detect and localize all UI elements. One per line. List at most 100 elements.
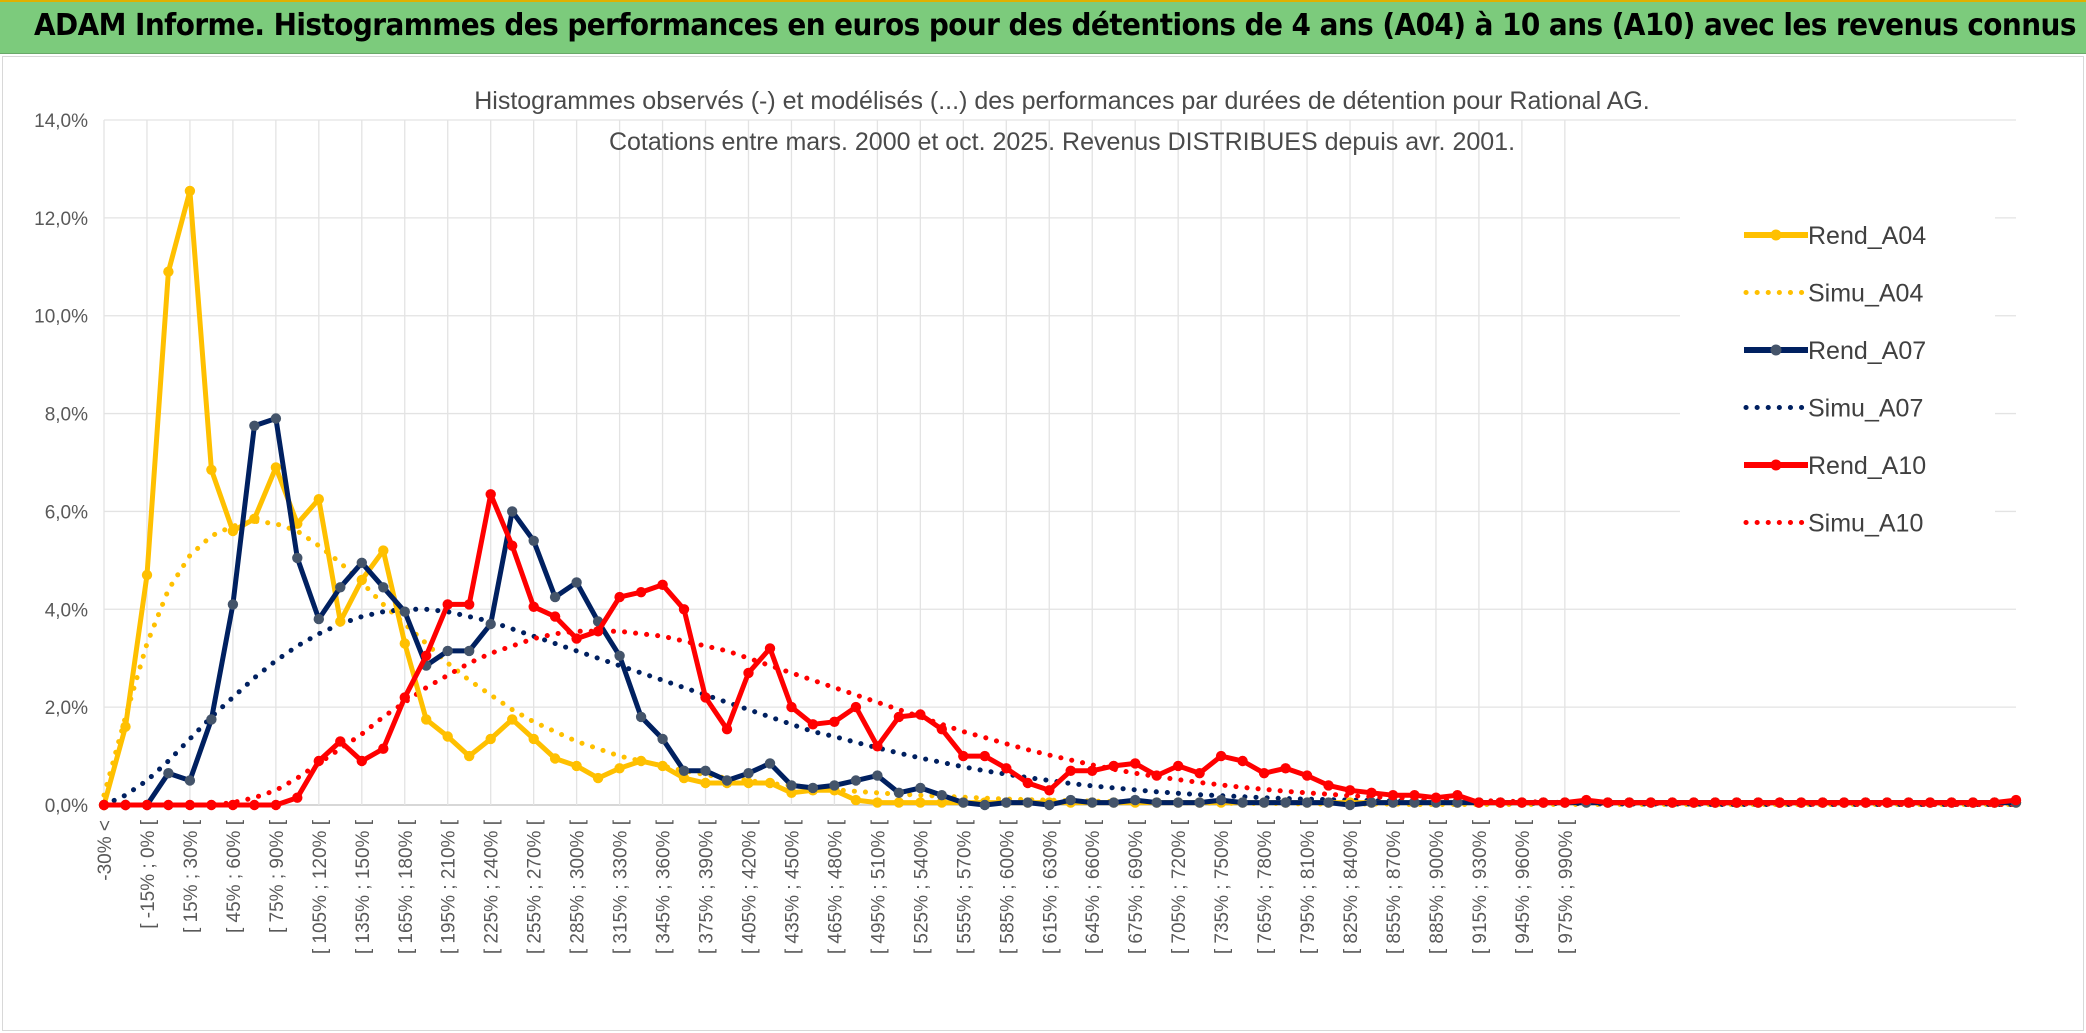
data-point xyxy=(678,604,690,615)
x-tick-label: [ 135% ; 150% [ xyxy=(353,819,374,954)
x-tick-label: [ 675% ; 690% [ xyxy=(1126,819,1147,954)
data-point xyxy=(249,420,260,431)
x-tick-label: [ 15% ; 30% [ xyxy=(181,819,202,933)
x-tick-label: [ 45% ; 60% [ xyxy=(224,819,245,933)
data-point xyxy=(1387,790,1399,801)
data-point xyxy=(292,792,303,803)
legend-label: Rend_A04 xyxy=(1808,222,1926,250)
legend-item-simu-a07: Simu_A07 xyxy=(1743,395,1923,423)
data-point xyxy=(485,489,496,500)
legend-background xyxy=(1680,205,1995,550)
x-tick-label: [ 795% ; 810% [ xyxy=(1298,819,1319,954)
data-point xyxy=(1044,785,1055,796)
legend-marker xyxy=(1770,344,1782,356)
data-point xyxy=(1989,797,2000,808)
legend-item-rend-a10: Rend_A10 xyxy=(1744,452,1926,480)
data-point xyxy=(270,413,282,424)
data-point xyxy=(807,782,819,794)
data-point xyxy=(163,266,174,277)
data-point xyxy=(1173,760,1184,772)
data-point xyxy=(1710,797,1721,808)
data-point xyxy=(1452,790,1463,801)
y-tick-label: 2,0% xyxy=(45,698,88,719)
data-point xyxy=(592,626,604,637)
legend-label: Simu_A07 xyxy=(1808,395,1923,423)
data-point xyxy=(700,765,711,776)
data-point xyxy=(356,574,367,586)
data-point xyxy=(1430,792,1442,803)
data-point xyxy=(571,577,582,588)
y-tick-label: 4,0% xyxy=(45,600,88,621)
data-point xyxy=(1151,797,1162,808)
data-point xyxy=(721,775,733,786)
data-point xyxy=(163,799,174,811)
x-tick-label: [ 255% ; 270% [ xyxy=(525,819,546,954)
data-point xyxy=(657,733,668,745)
data-point xyxy=(507,540,518,551)
data-point xyxy=(764,758,776,769)
data-point xyxy=(893,797,905,808)
data-point xyxy=(1881,797,1893,808)
x-tick-label: [ 615% ; 630% [ xyxy=(1040,819,1061,954)
data-point xyxy=(1387,797,1399,808)
data-point xyxy=(1258,768,1270,779)
data-point xyxy=(1215,750,1227,762)
data-point xyxy=(184,775,196,786)
data-point xyxy=(1065,765,1076,776)
data-point xyxy=(141,569,153,581)
x-tick-label: [ 165% ; 180% [ xyxy=(396,819,417,954)
chart-frame xyxy=(2,56,2084,1031)
data-point xyxy=(1323,797,1334,808)
data-point xyxy=(1409,790,1420,801)
data-point xyxy=(1645,797,1657,808)
data-point xyxy=(743,777,754,789)
data-point xyxy=(1817,797,1828,808)
data-point xyxy=(1022,797,1033,808)
data-point xyxy=(1301,797,1313,808)
data-point xyxy=(1495,797,1506,808)
data-point xyxy=(1559,797,1571,808)
data-point xyxy=(549,753,561,764)
data-point xyxy=(936,790,947,801)
x-tick-label: [ 285% ; 300% [ xyxy=(568,819,589,954)
data-point xyxy=(1108,797,1119,808)
data-point xyxy=(1194,797,1205,808)
data-point xyxy=(313,494,324,505)
y-tick-label: 10,0% xyxy=(34,307,88,328)
data-point xyxy=(464,599,475,610)
x-tick-label: [ 315% ; 330% [ xyxy=(611,819,632,954)
data-point xyxy=(1087,797,1098,808)
data-point xyxy=(507,714,518,725)
data-point xyxy=(1344,799,1356,811)
data-point xyxy=(549,611,561,622)
x-tick-label: [ 435% ; 450% [ xyxy=(782,819,803,954)
data-point xyxy=(1087,765,1098,776)
chart-title-line-1: Histogrammes observés (-) et modélisés (… xyxy=(474,87,1650,115)
series-rend-a10 xyxy=(98,489,2022,811)
data-point xyxy=(227,525,239,537)
data-point xyxy=(464,750,475,762)
data-point xyxy=(528,535,539,546)
data-point xyxy=(313,755,324,767)
x-tick-label: [ 705% ; 720% [ xyxy=(1169,819,1190,954)
data-point xyxy=(378,545,389,556)
data-point xyxy=(700,692,711,703)
x-tick-label: [ -15% ; 0% [ xyxy=(138,819,159,928)
data-point xyxy=(2010,794,2022,806)
data-point xyxy=(1151,770,1162,781)
x-tick-label: [ 765% ; 780% [ xyxy=(1255,819,1276,954)
data-point xyxy=(1753,797,1764,808)
data-point xyxy=(335,616,346,627)
x-tick-label: [ 915% ; 930% [ xyxy=(1470,819,1491,954)
data-point xyxy=(1774,797,1785,808)
report-title: ADAM Informe. Histogrammes des performan… xyxy=(34,8,2086,43)
data-point xyxy=(227,599,239,610)
data-point xyxy=(249,799,260,811)
report-banner: ADAM Informe. Histogrammes des performan… xyxy=(0,0,2086,54)
data-point xyxy=(1065,794,1076,806)
data-point xyxy=(678,772,690,784)
x-tick-label: [ 825% ; 840% [ xyxy=(1341,819,1362,954)
data-point xyxy=(1237,797,1248,808)
data-point xyxy=(764,643,776,654)
